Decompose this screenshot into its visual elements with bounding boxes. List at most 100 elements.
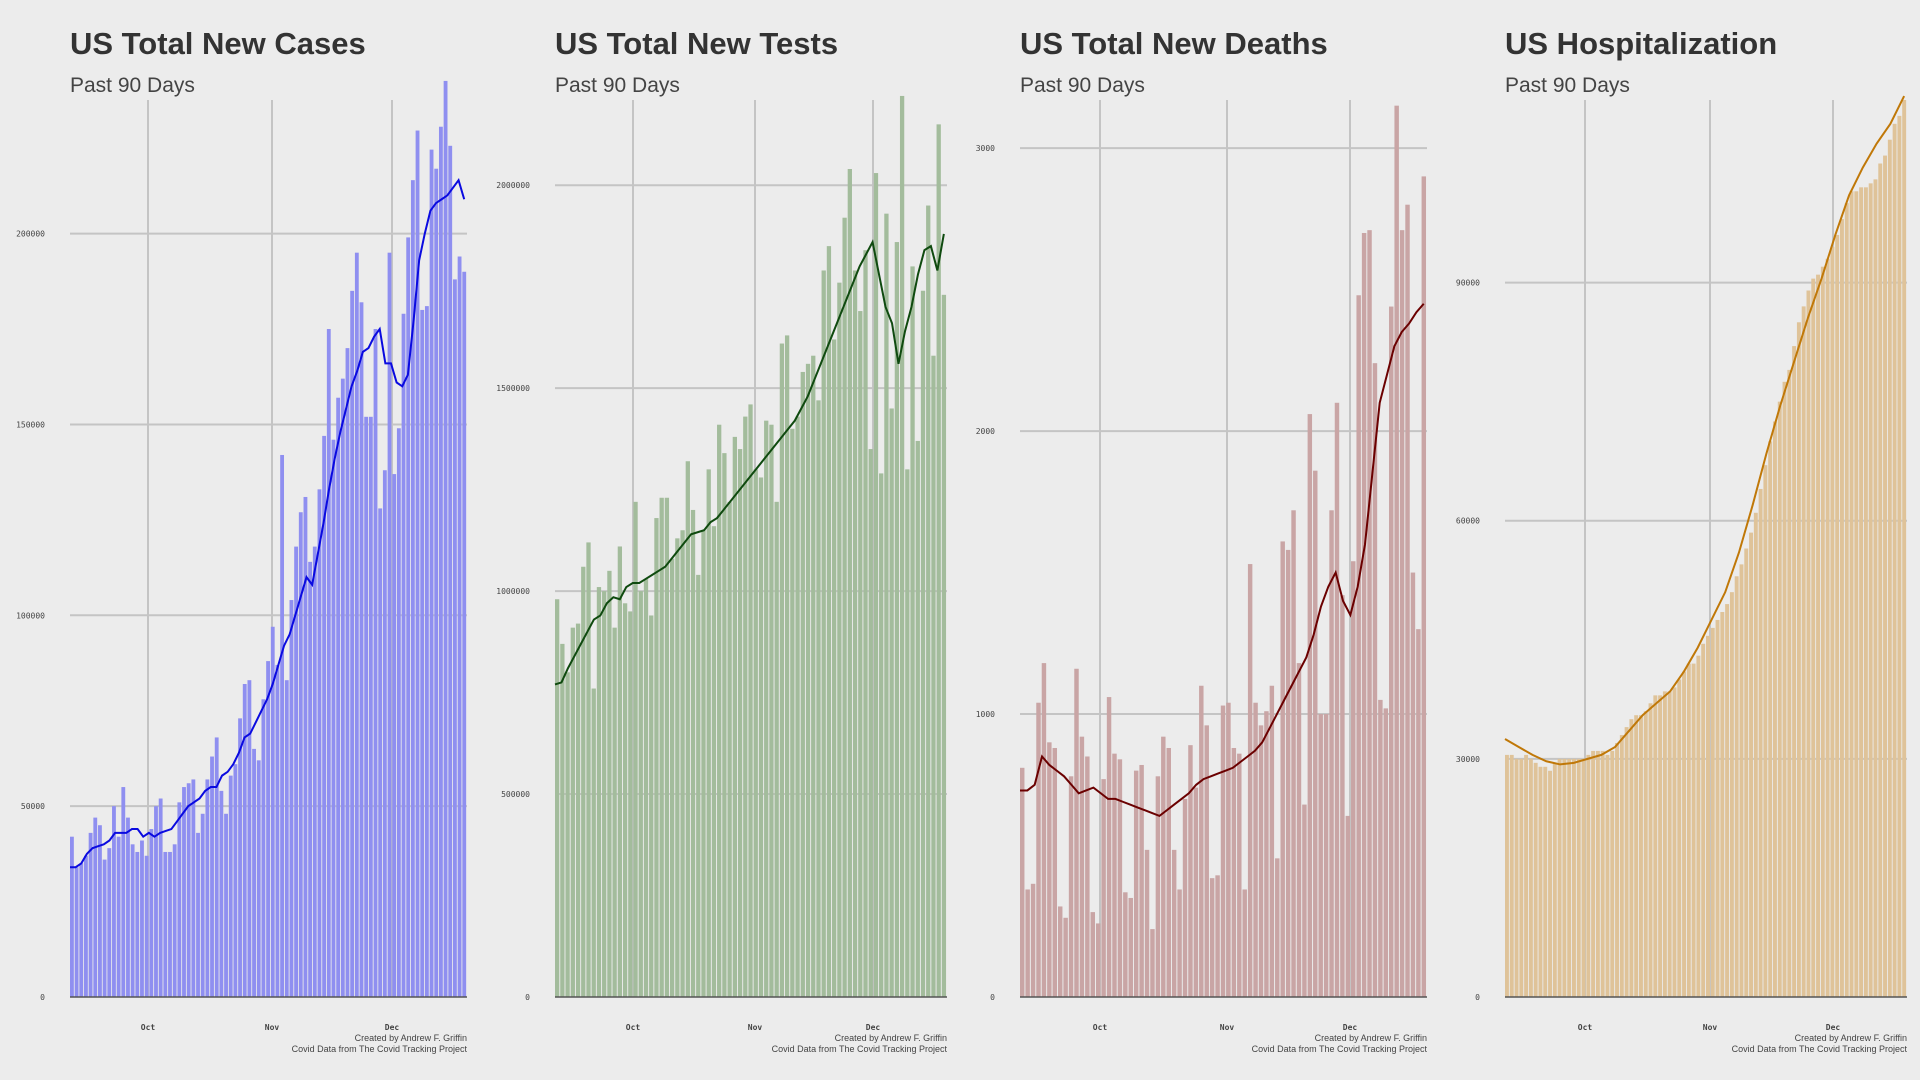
bar — [1883, 155, 1887, 997]
chart-subtitle: Past 90 Days — [1505, 74, 1630, 97]
caption-author: Created by Andrew F. Griffin — [1314, 1033, 1427, 1043]
chart-title: US Total New Tests — [555, 26, 839, 61]
bar — [1667, 691, 1672, 997]
bar — [905, 469, 910, 998]
bar — [575, 623, 581, 997]
bar — [1677, 679, 1682, 997]
bar — [805, 363, 811, 997]
bar — [270, 626, 275, 997]
bar — [1036, 702, 1041, 997]
bar — [1878, 163, 1883, 997]
bar — [1557, 758, 1562, 997]
bar — [1166, 747, 1171, 997]
bar — [633, 501, 638, 997]
bar — [1892, 123, 1897, 997]
bar — [1171, 849, 1177, 997]
bar — [1758, 488, 1763, 997]
bar — [261, 699, 266, 997]
bar — [1101, 779, 1106, 997]
bar — [884, 213, 889, 997]
bar — [643, 578, 649, 997]
bar — [607, 570, 612, 997]
bar — [1763, 465, 1768, 997]
bar — [586, 542, 591, 997]
bar — [1323, 714, 1329, 997]
y-tick-label: 3000 — [976, 144, 995, 153]
bar — [1025, 889, 1030, 997]
bar — [1291, 510, 1296, 997]
bar — [1231, 747, 1237, 997]
x-tick-label: Oct — [141, 1023, 156, 1032]
trend-line — [1504, 95, 1906, 766]
bar — [1619, 735, 1624, 997]
trend-line — [554, 233, 945, 686]
bar — [1686, 663, 1691, 997]
caption-source: Covid Data from The Covid Tracking Proje… — [291, 1044, 467, 1054]
caption-author: Created by Andrew F. Griffin — [834, 1033, 947, 1043]
bar — [1543, 766, 1548, 997]
bar — [1399, 230, 1405, 997]
bar — [401, 313, 406, 997]
bar — [1792, 346, 1797, 998]
chart-plot-hospitalization: 0 30000 60000 90000 Oct Nov Dec — [1456, 95, 1907, 1032]
bar — [116, 836, 121, 997]
bar — [1237, 753, 1242, 997]
bar — [392, 474, 397, 997]
bar — [1161, 736, 1166, 997]
bar — [1844, 203, 1849, 997]
bar — [420, 309, 425, 997]
bar — [910, 266, 915, 997]
caption-author: Created by Andrew F. Griffin — [354, 1033, 467, 1043]
bar — [429, 149, 434, 997]
bar — [779, 343, 785, 997]
bar — [359, 302, 364, 997]
bar — [1052, 747, 1058, 997]
bar — [224, 813, 228, 997]
bar — [1796, 322, 1801, 997]
y-tick-label: 0 — [40, 993, 45, 1002]
bar — [214, 737, 219, 997]
bar — [200, 813, 205, 997]
bar — [743, 416, 748, 998]
bar — [1128, 897, 1133, 997]
chart-title: US Total New Deaths — [1020, 26, 1328, 61]
bar — [1811, 278, 1816, 997]
bar — [144, 855, 149, 997]
bar — [1405, 204, 1410, 997]
bar — [1725, 604, 1730, 997]
y-tick-label: 30000 — [1456, 755, 1480, 764]
bar — [438, 126, 443, 998]
bar — [1340, 595, 1345, 997]
bar — [1639, 715, 1643, 997]
bar — [1600, 750, 1605, 997]
bar — [1057, 906, 1063, 997]
bar — [664, 497, 670, 997]
bar — [312, 546, 317, 997]
bar — [1063, 917, 1068, 997]
bar — [596, 587, 602, 997]
bar — [275, 664, 280, 997]
bar — [1258, 725, 1264, 997]
bar — [443, 80, 448, 997]
bar — [1204, 725, 1209, 997]
bar — [1749, 532, 1753, 997]
bar — [1410, 572, 1416, 997]
bar — [764, 420, 769, 997]
x-tick-label: Nov — [748, 1023, 763, 1032]
y-tick-label: 2000 — [976, 427, 995, 436]
bar — [88, 832, 93, 997]
bar — [1389, 306, 1394, 997]
bar — [837, 282, 842, 997]
bar — [1514, 758, 1519, 997]
bar — [1318, 714, 1323, 997]
bar — [1768, 441, 1773, 998]
bar — [602, 591, 607, 997]
bar — [340, 378, 345, 997]
bar — [186, 783, 191, 997]
bar — [1782, 381, 1787, 997]
bar — [1074, 668, 1079, 997]
bar — [130, 844, 135, 997]
bar — [79, 863, 84, 997]
bar — [879, 473, 884, 997]
bar — [298, 512, 303, 997]
